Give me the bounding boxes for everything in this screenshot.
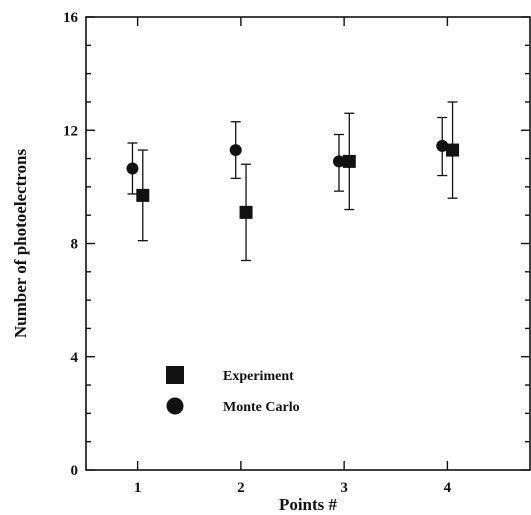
data-point-square (136, 188, 150, 202)
x-tick-label: 1 (134, 480, 142, 496)
x-axis-ticks: 1 2 3 4 (134, 17, 452, 496)
y-axis-label: Number of photoelectrons (11, 149, 30, 339)
x-axis-label: Points # (279, 495, 338, 514)
data-point-circle (126, 162, 139, 175)
data-point-square (342, 154, 356, 168)
y-tick-label: 4 (71, 350, 79, 366)
x-tick-label: 4 (444, 480, 452, 496)
plot-frame (85, 16, 531, 471)
y-axis-ticks: 0 4 8 12 16 (63, 10, 530, 479)
legend-label: Experiment (223, 369, 294, 384)
data-point-square (446, 143, 460, 157)
data-point-circle (229, 144, 242, 157)
legend-entry: Experiment (166, 366, 294, 384)
legend-entry: Monte Carlo (166, 397, 300, 415)
legend-square-marker (166, 366, 184, 384)
series-layer (126, 101, 460, 262)
plot-border (85, 16, 531, 471)
legend: Experiment Monte Carlo (166, 366, 300, 415)
y-tick-label: 0 (71, 463, 79, 479)
series-monte-carlo (126, 116, 449, 195)
data-point-square (239, 205, 253, 219)
y-tick-label: 8 (71, 237, 79, 253)
data-point-circle (332, 155, 345, 168)
y-tick-label: 16 (63, 10, 79, 26)
legend-circle-marker (166, 397, 184, 415)
data-point-circle (436, 139, 449, 152)
legend-label: Monte Carlo (223, 400, 300, 415)
y-tick-label: 12 (63, 123, 78, 139)
series-experiment (136, 101, 460, 262)
x-tick-label: 3 (340, 480, 348, 496)
x-tick-label: 2 (237, 480, 245, 496)
